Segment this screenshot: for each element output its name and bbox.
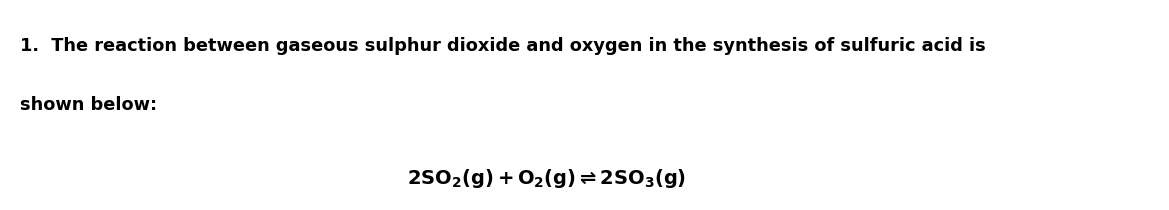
Text: $\mathbf{2SO_2(g) + O_2(g) \rightleftharpoons 2SO_3(g)}$: $\mathbf{2SO_2(g) + O_2(g) \rightlefthar… <box>407 167 686 190</box>
Text: 1.  The reaction between gaseous sulphur dioxide and oxygen in the synthesis of : 1. The reaction between gaseous sulphur … <box>20 37 985 55</box>
Text: shown below:: shown below: <box>20 96 157 114</box>
